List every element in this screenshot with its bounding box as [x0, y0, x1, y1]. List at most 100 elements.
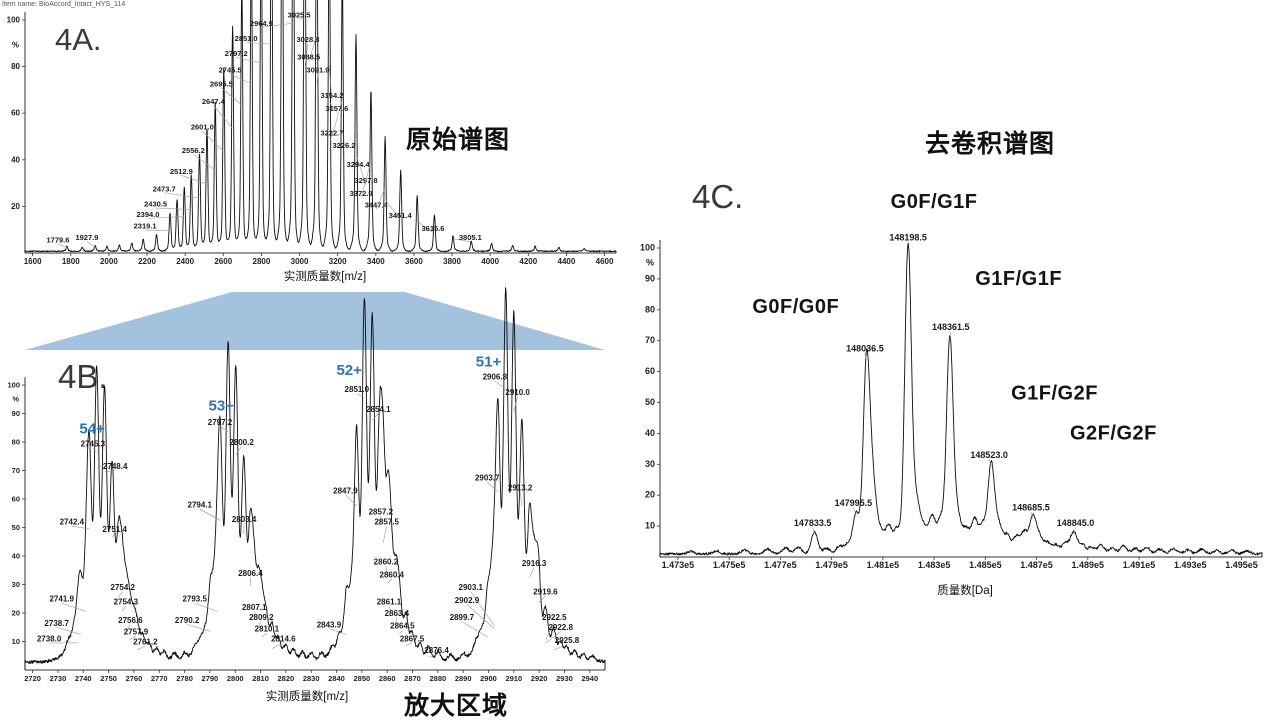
peak-label: 148685.5 — [1012, 503, 1050, 513]
peak-label: 1927.9 — [75, 233, 98, 242]
peak-label: 2745.5 — [219, 65, 242, 74]
peak-label: 2751.4 — [102, 525, 127, 534]
y-tick-label: 100 — [640, 243, 655, 253]
x-tick-label: 2760 — [126, 674, 143, 683]
x-tick-label: 2200 — [138, 257, 156, 266]
peak-label: 3372.9 — [350, 189, 373, 198]
peak-connector — [246, 42, 272, 45]
peak-connector — [387, 578, 392, 584]
peak-connector — [328, 628, 347, 635]
peak-connector — [388, 605, 392, 612]
peak-connector — [57, 243, 67, 248]
peak-label: 2916.3 — [522, 559, 547, 568]
peak-label: 2794.1 — [188, 501, 213, 510]
peak-label: 2902.9 — [455, 596, 480, 605]
peak-connector — [125, 624, 131, 632]
peak-label: 2860.2 — [374, 558, 399, 567]
charge-state-label: 54+ — [79, 420, 105, 437]
x-tick-label: 2800 — [227, 674, 244, 683]
spectrum-trace — [659, 242, 1263, 557]
peak-connector — [513, 396, 518, 413]
y-tick-label: 90 — [12, 409, 20, 418]
y-tick-label: 70 — [645, 335, 655, 345]
peak-label: 2864.5 — [390, 622, 415, 631]
zoom-funnel-shape — [25, 292, 605, 350]
x-tick-label: 2810 — [252, 674, 269, 683]
peak-label: 2754.3 — [114, 597, 139, 606]
x-tick-label: 2920 — [531, 674, 548, 683]
peak-label: 148361.5 — [932, 322, 970, 332]
y-tick-label: 40 — [12, 552, 20, 561]
y-tick-label: 60 — [11, 109, 20, 118]
peak-label: 2742.4 — [60, 518, 85, 527]
panel-a-title: 原始谱图 — [406, 126, 511, 154]
peak-label: 3154.2 — [320, 91, 343, 100]
peak-label: 2756.6 — [118, 616, 143, 625]
y-tick-label: 100 — [7, 381, 20, 390]
peak-connector — [61, 602, 87, 612]
y-tick-label: 10 — [12, 637, 20, 646]
peak-connector — [399, 629, 403, 635]
peak-connector — [164, 192, 200, 199]
peak-label: 3447.4 — [365, 201, 389, 210]
peak-label: 2809.2 — [249, 613, 274, 622]
x-tick-label: 2780 — [176, 674, 193, 683]
peak-label: 2913.2 — [508, 483, 533, 492]
x-tick-label: 2720 — [24, 674, 41, 683]
peak-connector — [329, 102, 338, 113]
glycoform-label: G0F/G0F — [752, 296, 839, 318]
peak-label: 2876.4 — [424, 646, 449, 655]
x-tick-label: 2740 — [75, 674, 92, 683]
item-name-text: Item name: BioAccord_Intact_HYS_114 — [2, 1, 126, 8]
charge-state-label: 51+ — [476, 353, 502, 370]
y-tick-label: 90 — [645, 273, 655, 283]
x-tick-label: 2890 — [455, 674, 472, 683]
peak-connector — [213, 105, 233, 129]
peak-label: 2797.2 — [225, 49, 248, 58]
x-tick-label: 2600 — [214, 257, 232, 266]
y-tick-label: 40 — [645, 428, 655, 438]
peak-label: 3226.2 — [332, 141, 355, 150]
peak-label: 2797.2 — [208, 418, 233, 427]
peak-connector — [360, 162, 371, 198]
peak-label: 2803.4 — [232, 515, 257, 524]
y-tick-label: 20 — [12, 609, 20, 618]
peak-connector — [86, 241, 96, 248]
peak-connector — [258, 621, 262, 626]
x-tick-label: 4400 — [558, 257, 576, 266]
x-tick-label: 1.483e5 — [918, 560, 951, 570]
peak-connector — [345, 494, 357, 507]
peak-label: 2903.7 — [475, 473, 500, 482]
peak-label: 2903.1 — [459, 583, 484, 592]
y-tick-label: 20 — [645, 490, 655, 500]
percent-unit-label: % — [646, 257, 654, 267]
peak-label: 2851.0 — [235, 34, 258, 43]
x-tick-label: 2860 — [379, 674, 396, 683]
peak-connector — [194, 602, 218, 612]
peak-label: 147995.5 — [835, 498, 873, 508]
peak-label: 2473.7 — [153, 184, 176, 193]
peak-label: 2647.4 — [202, 97, 226, 106]
peak-connector — [331, 99, 343, 137]
percent-unit-label: % — [12, 394, 19, 403]
x-tick-label: 3400 — [367, 257, 385, 266]
peak-label: 2814.6 — [271, 635, 296, 644]
peak-label: 2800.2 — [229, 438, 254, 447]
x-tick-label: 1.495e5 — [1225, 560, 1258, 570]
peak-connector — [853, 507, 857, 516]
peak-connector — [382, 526, 387, 544]
peak-connector — [470, 591, 495, 626]
peak-label: 148198.5 — [889, 232, 927, 242]
x-tick-label: 1.479e5 — [815, 560, 848, 570]
peak-label: 2394.0 — [136, 210, 159, 219]
peak-connector — [71, 525, 90, 530]
peak-connector — [235, 446, 242, 455]
peak-connector — [545, 621, 555, 641]
glycoform-label: G1F/G1F — [975, 268, 1062, 290]
x-tick-label: 1.475e5 — [713, 560, 746, 570]
peak-label: 2857.5 — [374, 518, 399, 527]
peak-connector — [494, 380, 506, 390]
peak-label: 2738.7 — [44, 619, 69, 628]
peak-label: 2757.9 — [124, 627, 149, 636]
peak-connector — [92, 447, 97, 453]
